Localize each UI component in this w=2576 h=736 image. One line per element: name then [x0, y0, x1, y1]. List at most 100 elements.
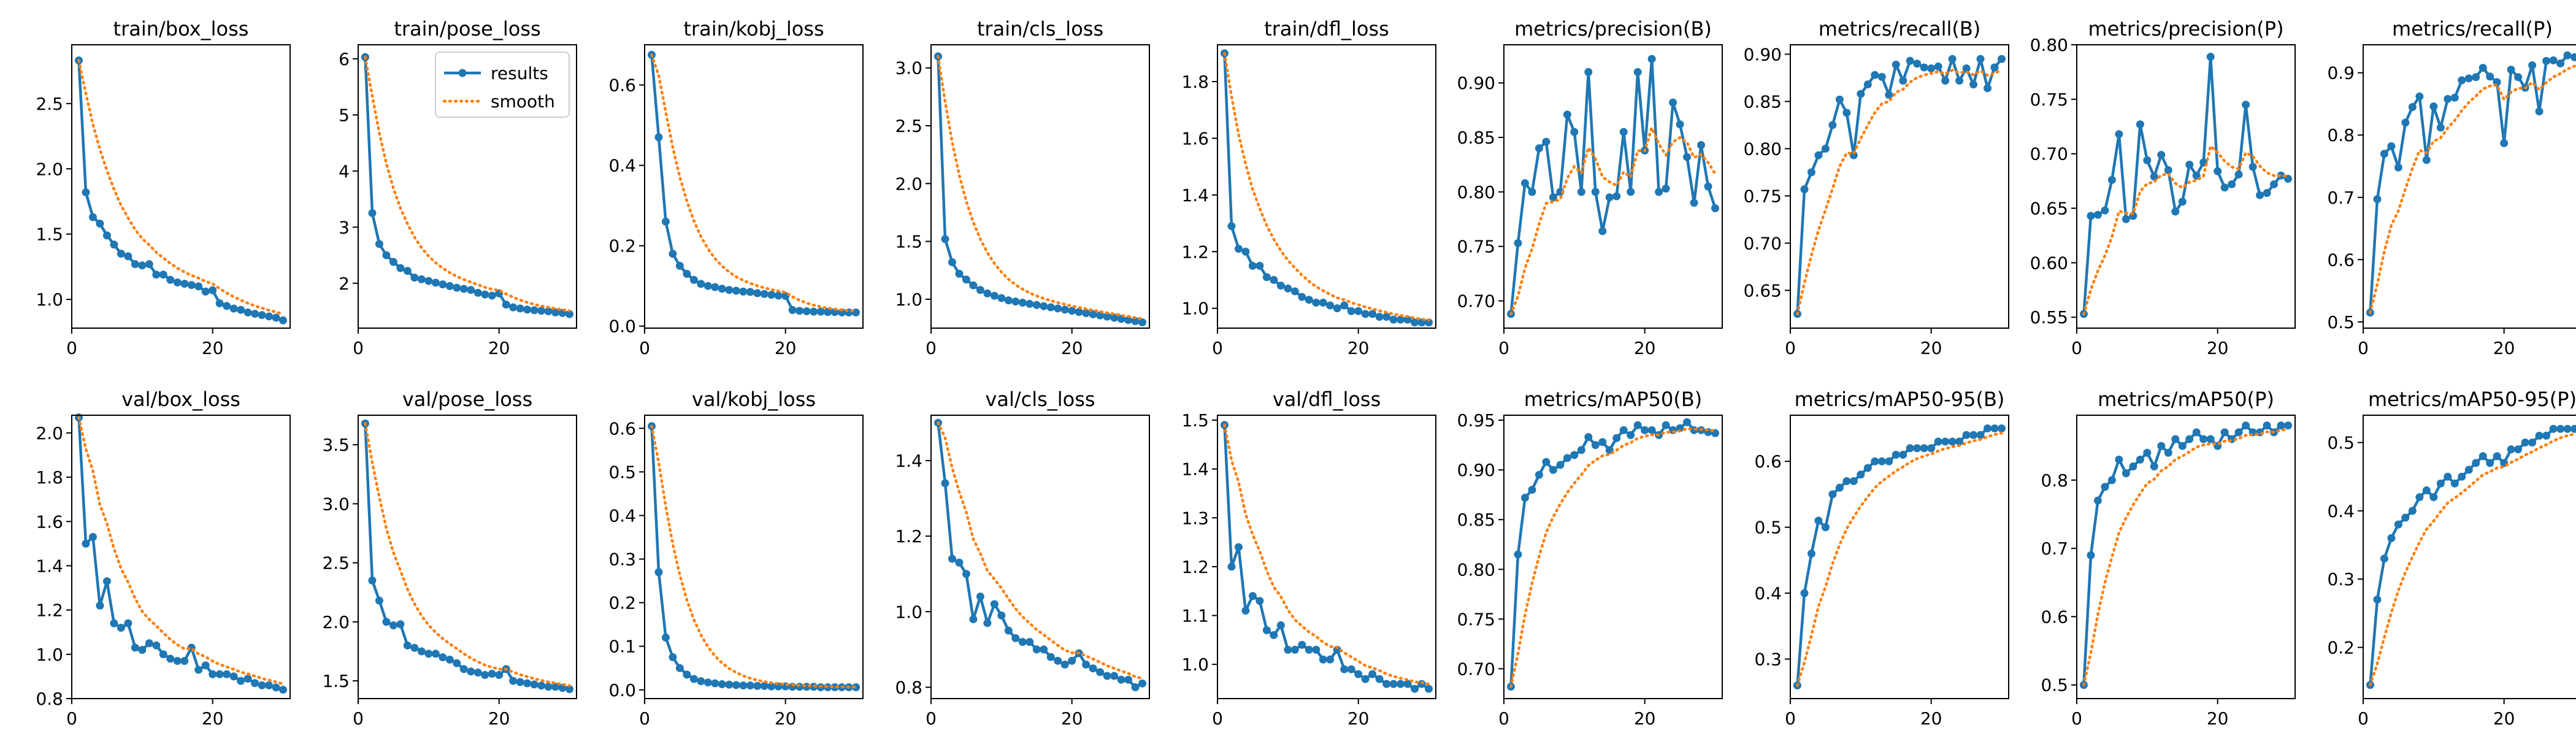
results-point — [1403, 680, 1412, 688]
results-point — [1584, 433, 1593, 442]
results-line — [2369, 427, 2575, 685]
x-tick-label: 0 — [639, 708, 650, 729]
results-point — [2129, 462, 2137, 470]
results-point — [530, 680, 539, 689]
results-point — [1948, 437, 1957, 446]
results-point — [1655, 188, 1663, 196]
y-tick-label: 0.9 — [2327, 63, 2355, 83]
results-point — [1046, 303, 1055, 312]
results-point — [941, 235, 949, 243]
results-point — [251, 679, 259, 688]
y-tick-label: 0.70 — [1457, 291, 1495, 312]
results-point — [810, 307, 818, 316]
results-point — [1619, 128, 1628, 136]
results-point — [1046, 653, 1055, 661]
results-point — [1241, 247, 1250, 256]
results-point — [1683, 153, 1692, 161]
results-point — [1647, 426, 1656, 434]
results-point — [2242, 421, 2250, 430]
results-point — [2401, 118, 2410, 127]
y-tick-label: 0.90 — [1457, 460, 1495, 480]
results-point — [2472, 459, 2480, 467]
results-point — [258, 311, 266, 320]
results-point — [2521, 439, 2529, 447]
x-tick-label: 20 — [2493, 708, 2515, 729]
results-point — [1814, 516, 1823, 525]
results-point — [948, 258, 956, 267]
subplot-title: train/box_loss — [113, 17, 249, 40]
results-point — [530, 306, 539, 315]
results-point — [948, 554, 956, 563]
results-point — [689, 675, 698, 683]
results-line — [1796, 57, 2003, 315]
subplot-title: metrics/recall(B) — [1819, 17, 1981, 40]
subplot-title: metrics/mAP50-95(B) — [1795, 388, 2005, 411]
results-point — [1131, 683, 1140, 692]
results-point — [1340, 665, 1349, 673]
y-tick-label: 0.6 — [2327, 250, 2355, 270]
y-tick-label: 1.2 — [1181, 557, 1209, 577]
results-point — [788, 306, 797, 315]
results-point — [1520, 179, 1529, 188]
results-point — [969, 281, 978, 289]
results-point — [1563, 454, 1571, 462]
y-tick-label: 0.70 — [2030, 144, 2068, 164]
results-point — [1340, 301, 1349, 310]
results-point — [1863, 464, 1872, 472]
results-point — [795, 307, 804, 315]
x-tick-label: 0 — [66, 338, 77, 358]
results-point — [1969, 431, 1978, 439]
results-point — [445, 282, 454, 290]
x-tick-label: 20 — [1347, 708, 1370, 729]
results-point — [2514, 73, 2523, 82]
results-point — [1411, 318, 1419, 327]
results-point — [159, 650, 167, 659]
results-point — [201, 287, 210, 296]
results-point — [1584, 67, 1593, 76]
results-point — [1319, 655, 1327, 664]
y-tick-label: 6 — [339, 49, 350, 69]
results-point — [1927, 444, 1936, 453]
y-tick-label: 0.90 — [1744, 44, 1782, 64]
results-point — [1298, 293, 1306, 301]
results-point — [2373, 195, 2382, 204]
y-tick-label: 1.8 — [1181, 72, 1209, 92]
results-point — [495, 671, 504, 679]
results-point — [215, 299, 224, 308]
subplot-train-cls-loss: train/cls_loss 1.0 1.5 2.0 2.5 3.0 0 20 — [895, 17, 1150, 358]
results-point — [403, 267, 412, 275]
results-point — [683, 270, 691, 278]
results-point — [1403, 315, 1412, 324]
results-point — [1270, 631, 1278, 639]
results-point — [2270, 180, 2279, 188]
results-point — [1934, 437, 1942, 446]
plot-frame — [930, 415, 1150, 699]
results-point — [2101, 206, 2109, 215]
results-point — [194, 282, 203, 291]
results-point — [1096, 311, 1105, 320]
y-tick-label: 0.0 — [608, 680, 636, 700]
results-point — [368, 209, 377, 217]
results-point — [1361, 310, 1370, 318]
y-tick-label: 0.65 — [1744, 280, 1782, 301]
results-point — [1528, 188, 1536, 196]
results-point — [473, 288, 482, 297]
results-point — [1633, 421, 1642, 429]
results-point — [237, 677, 245, 685]
results-point — [209, 286, 217, 294]
results-point — [1089, 310, 1097, 318]
results-point — [2093, 210, 2102, 219]
results-point — [718, 285, 726, 293]
results-point — [272, 313, 280, 322]
results-point — [1004, 626, 1013, 635]
y-tick-label: 2.0 — [895, 174, 922, 194]
results-point — [2263, 421, 2271, 430]
results-point — [1633, 67, 1642, 76]
results-point — [1514, 239, 1522, 247]
smooth-line — [1509, 427, 1717, 688]
results-point — [1863, 80, 1872, 89]
y-tick-label: 3.0 — [895, 58, 922, 79]
results-point — [711, 679, 719, 688]
results-point — [1255, 597, 1264, 605]
